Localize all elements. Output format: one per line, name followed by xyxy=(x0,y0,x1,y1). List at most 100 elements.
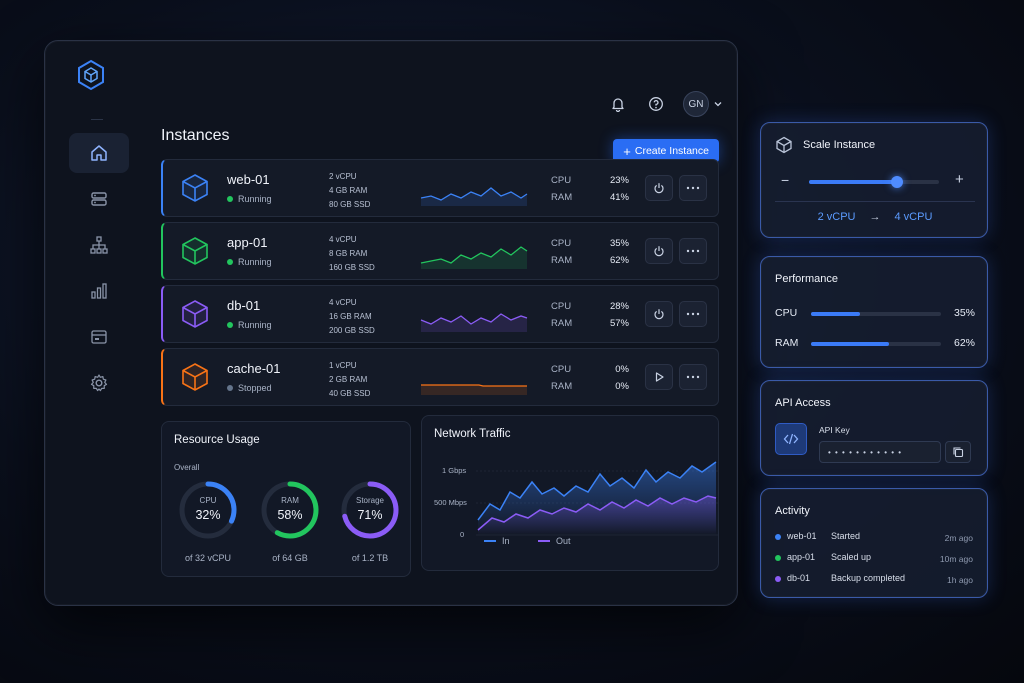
spec-vcpu: 4 vCPU xyxy=(329,298,357,307)
api-key-field[interactable]: • • • • • • • • • • • xyxy=(819,441,941,463)
network-traffic-chart xyxy=(476,461,718,536)
cpu-label: CPU xyxy=(551,301,572,312)
spec-ssd: 40 GB SSD xyxy=(329,389,371,398)
instance-status-text: Running xyxy=(238,320,272,330)
resource-usage-card: Resource Usage Overall CPU 32% of 32 vCPU R… xyxy=(161,421,411,577)
activity-item[interactable]: web-01 Started 2m ago xyxy=(775,531,975,545)
status-dot xyxy=(227,385,233,391)
spec-ssd: 160 GB SSD xyxy=(329,263,375,272)
panel-divider xyxy=(775,201,975,202)
activity-dot xyxy=(775,555,781,561)
performance-ram-label: RAM xyxy=(775,337,799,349)
ram-value: 0% xyxy=(615,381,629,392)
cpu-value: 0% xyxy=(615,364,629,375)
activity-description: Started xyxy=(831,531,861,541)
user-menu[interactable]: GN xyxy=(683,91,723,117)
instance-row[interactable]: app-01 Running 4 vCPU 8 GB RAM 160 GB SSD CPU… xyxy=(161,222,719,280)
power-button[interactable] xyxy=(645,238,673,264)
activity-title: Activity xyxy=(775,505,810,517)
instance-row[interactable]: web-01 Running 2 vCPU 4 GB RAM 80 GB SSD CPU R… xyxy=(161,159,719,217)
metric-values: 0% 0% xyxy=(589,361,629,395)
metric-labels: CPU RAM xyxy=(551,361,572,395)
instance-row[interactable]: db-01 Running 4 vCPU 16 GB RAM 200 GB SSD CPU… xyxy=(161,285,719,343)
activity-item[interactable]: db-01 Backup completed 1h ago xyxy=(775,573,975,587)
page-title: Instances xyxy=(161,127,230,144)
sidebar-divider xyxy=(91,119,103,120)
activity-time: 10m ago xyxy=(939,554,973,564)
ram-label: RAM xyxy=(551,192,573,203)
spec-ram: 2 GB RAM xyxy=(329,375,368,384)
instance-cube-icon xyxy=(182,363,208,391)
increase-button[interactable]: + xyxy=(955,171,964,188)
chart-icon xyxy=(91,283,107,299)
performance-ram-row: RAM 62% xyxy=(775,337,975,351)
cpu-value: 35% xyxy=(609,238,629,249)
scale-instance-title: Scale Instance xyxy=(803,139,876,151)
legend-in-swatch xyxy=(484,540,496,542)
bell-icon[interactable] xyxy=(607,93,629,115)
spec-ssd: 200 GB SSD xyxy=(329,326,375,335)
power-button[interactable] xyxy=(645,175,673,201)
power-button[interactable] xyxy=(645,301,673,327)
more-horizontal-icon xyxy=(686,312,700,316)
decrease-button[interactable]: − xyxy=(781,172,790,188)
sidebar-item-network[interactable] xyxy=(69,225,129,265)
usage-ring-chart xyxy=(179,481,237,539)
scale-from: 2 vCPU xyxy=(817,211,856,223)
scale-slider-fill xyxy=(809,180,898,184)
spec-ssd: 80 GB SSD xyxy=(329,200,371,209)
ring-label: RAM xyxy=(281,496,299,505)
status-dot xyxy=(227,259,233,265)
sidebar-item-settings[interactable] xyxy=(69,363,129,403)
sidebar-item-analytics[interactable] xyxy=(69,271,129,311)
usage-ring-chart xyxy=(261,481,319,539)
activity-description: Scaled up xyxy=(831,552,872,562)
instance-cube-icon xyxy=(182,237,208,265)
scale-slider[interactable] xyxy=(809,176,939,188)
arrow-right-icon: → xyxy=(869,211,881,223)
usage-sparkline xyxy=(421,384,527,395)
spec-ram: 16 GB RAM xyxy=(329,312,372,321)
resource-usage-subtitle: Overall xyxy=(174,463,200,472)
power-icon xyxy=(654,246,664,257)
code-icon xyxy=(775,423,807,455)
metric-values: 35% 62% xyxy=(589,235,629,269)
activity-panel: Activity web-01 Started 2m ago app-01 Scaled… xyxy=(760,488,988,598)
y-tick-label: 0 xyxy=(460,530,465,539)
more-horizontal-icon xyxy=(686,375,700,379)
instance-row[interactable]: cache-01 Stopped 1 vCPU 2 GB RAM 40 GB SSD CP… xyxy=(161,348,719,406)
more-options-button[interactable] xyxy=(679,175,707,201)
start-button[interactable] xyxy=(645,364,673,390)
sidebar xyxy=(69,133,129,409)
scale-slider-thumb[interactable] xyxy=(891,176,904,188)
series-out-line xyxy=(477,495,717,531)
spec-ram: 8 GB RAM xyxy=(329,249,368,258)
performance-panel: Performance CPU 35% RAM 62% xyxy=(760,256,988,368)
more-options-button[interactable] xyxy=(679,238,707,264)
legend-in-label: In xyxy=(502,536,510,546)
performance-cpu-value: 35% xyxy=(953,307,975,319)
more-options-button[interactable] xyxy=(679,301,707,327)
sidebar-item-browser[interactable] xyxy=(69,317,129,357)
series-in-line xyxy=(477,461,717,521)
instance-status-text: Stopped xyxy=(238,383,272,393)
api-access-panel: API Access API Key • • • • • • • • • • • xyxy=(760,380,988,476)
activity-item[interactable]: app-01 Scaled up 10m ago xyxy=(775,552,975,566)
help-icon[interactable] xyxy=(645,93,667,115)
metric-values: 23% 41% xyxy=(589,172,629,206)
ring-subtext: of 1.2 TB xyxy=(351,553,389,563)
network-traffic-title: Network Traffic xyxy=(434,428,511,440)
plus-icon: + xyxy=(623,143,631,159)
usage-ring: Storage 71% of 1.2 TB xyxy=(338,478,402,563)
sidebar-item-home[interactable] xyxy=(69,133,129,173)
ring-value: 58% xyxy=(277,508,303,522)
more-options-button[interactable] xyxy=(679,364,707,390)
copy-button[interactable] xyxy=(945,441,971,463)
usage-sparkline xyxy=(420,313,528,332)
status-dot xyxy=(227,196,233,202)
api-access-title: API Access xyxy=(775,397,831,409)
sidebar-item-servers[interactable] xyxy=(69,179,129,219)
logo-cube-icon xyxy=(75,59,107,91)
cpu-label: CPU xyxy=(551,175,572,186)
instance-status: Running xyxy=(227,257,272,267)
